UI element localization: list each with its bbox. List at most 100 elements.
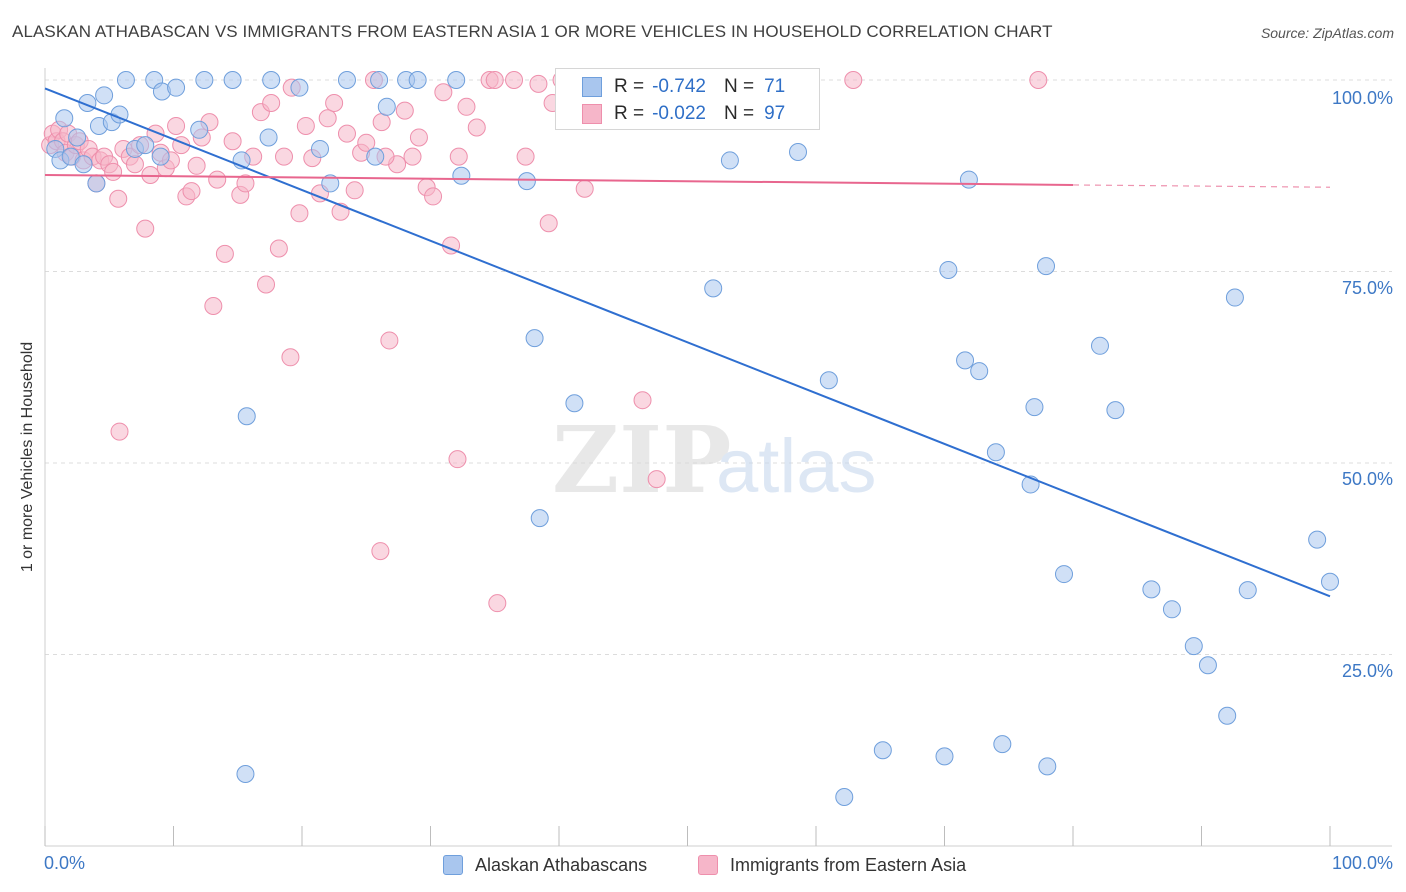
eastern-asia-point xyxy=(236,174,255,193)
eastern-asia-point xyxy=(575,179,594,198)
eastern-asia-point xyxy=(257,275,276,294)
athabascan-point xyxy=(259,128,278,147)
legend-swatch-pink xyxy=(698,855,718,875)
athabascan-point xyxy=(377,97,396,116)
eastern-asia-point xyxy=(485,71,504,89)
eastern-asia-point xyxy=(104,162,123,181)
eastern-asia-point xyxy=(345,181,364,200)
athabascan-point xyxy=(1025,398,1044,417)
athabascan-point xyxy=(993,735,1012,754)
athabascan-point xyxy=(116,71,135,89)
athabascan-point xyxy=(1198,656,1217,675)
legend-r-value: -0.742 xyxy=(652,76,706,97)
eastern-asia-point xyxy=(187,156,206,175)
athabascan-point xyxy=(366,147,385,166)
athabascan-point xyxy=(1055,565,1074,584)
y-tick-label: 25.0% xyxy=(1342,661,1393,681)
eastern-asia-point xyxy=(516,147,535,166)
athabascan-point xyxy=(1162,600,1181,619)
eastern-asia-point xyxy=(325,93,344,112)
series-athabascan-points xyxy=(46,71,1339,806)
eastern-asia-point xyxy=(844,71,863,89)
eastern-asia-point xyxy=(457,97,476,116)
eastern-asia-point xyxy=(424,187,443,206)
eastern-asia-point xyxy=(136,219,155,238)
eastern-asia-trend-extension xyxy=(1072,184,1331,188)
athabascan-point xyxy=(290,78,309,97)
athabascan-point xyxy=(68,128,87,147)
eastern-asia-point xyxy=(403,147,422,166)
athabascan-point xyxy=(447,71,466,89)
eastern-asia-point xyxy=(448,450,467,469)
athabascan-point xyxy=(986,443,1005,462)
y-tick-label: 100.0% xyxy=(1332,88,1393,108)
eastern-asia-point xyxy=(318,109,337,128)
watermark-zip: ZIP xyxy=(552,406,731,514)
athabascan-point xyxy=(530,509,549,528)
eastern-asia-point xyxy=(182,182,201,201)
athabascan-point xyxy=(223,71,242,89)
eastern-asia-point xyxy=(275,147,294,166)
athabascan-point xyxy=(970,362,989,381)
athabascan-point xyxy=(935,747,954,766)
eastern-asia-point xyxy=(110,422,129,441)
legend-label-athabascan: Alaskan Athabascans xyxy=(475,854,648,875)
eastern-asia-point xyxy=(505,71,524,89)
eastern-asia-point xyxy=(488,594,507,613)
athabascan-point xyxy=(151,147,170,166)
legend-swatch-blue xyxy=(582,77,602,97)
x-tick-label: 0.0% xyxy=(44,853,85,873)
athabascan-point xyxy=(136,136,155,155)
eastern-asia-point xyxy=(109,189,128,208)
athabascan-point xyxy=(1308,530,1327,549)
athabascan-point xyxy=(408,71,427,89)
athabascan-point xyxy=(262,71,281,89)
eastern-asia-point xyxy=(434,83,453,102)
eastern-asia-trend-line xyxy=(44,173,1074,186)
athabascan-point xyxy=(704,279,723,298)
athabascan-point xyxy=(236,764,255,783)
series-legend: Alaskan Athabascans Immigrants from East… xyxy=(0,852,1406,878)
eastern-asia-point xyxy=(647,470,666,489)
correlation-legend: R = -0.742 N = 71 R = -0.022 N = 97 xyxy=(555,68,820,130)
legend-r-value: -0.022 xyxy=(652,103,706,124)
eastern-asia-point xyxy=(529,74,548,93)
athabascan-point xyxy=(565,394,584,413)
legend-n-value: 97 xyxy=(764,103,786,124)
athabascan-point xyxy=(195,71,214,89)
legend-row-eastern-asia: R = -0.022 N = 97 xyxy=(556,100,785,128)
athabascan-point xyxy=(835,787,854,806)
eastern-asia-point xyxy=(380,331,399,350)
axes xyxy=(44,68,1392,847)
eastern-asia-point xyxy=(281,348,300,367)
athabascan-point xyxy=(956,351,975,370)
athabascan-point xyxy=(1321,572,1339,591)
eastern-asia-point xyxy=(467,118,486,137)
athabascan-point xyxy=(95,86,114,105)
eastern-asia-point xyxy=(290,204,309,223)
eastern-asia-point xyxy=(262,93,281,112)
x-tick-label: 100.0% xyxy=(1332,853,1393,873)
legend-item-eastern-asia: Immigrants from Eastern Asia xyxy=(698,852,966,878)
watermark-atlas: atlas xyxy=(716,424,877,509)
legend-item-athabascan: Alaskan Athabascans xyxy=(443,852,647,878)
athabascan-point xyxy=(1037,257,1056,276)
athabascan-point xyxy=(167,78,186,97)
athabascan-point xyxy=(1225,288,1244,307)
athabascan-point xyxy=(819,371,838,390)
eastern-asia-point xyxy=(449,147,468,166)
chart-title: ALASKAN ATHABASCAN VS IMMIGRANTS FROM EA… xyxy=(12,22,1053,41)
athabascan-point xyxy=(310,139,329,158)
legend-swatch-blue xyxy=(443,855,463,875)
athabascan-point xyxy=(452,166,471,185)
eastern-asia-point xyxy=(125,155,144,174)
tick-labels: 25.0% 50.0% 75.0% 100.0% 0.0% 100.0% xyxy=(44,88,1393,873)
legend-row-athabascan: R = -0.742 N = 71 xyxy=(556,73,785,101)
athabascan-point xyxy=(370,71,389,89)
legend-label-eastern-asia: Immigrants from Eastern Asia xyxy=(730,854,967,875)
athabascan-point xyxy=(87,174,106,193)
legend-r-label: R = xyxy=(614,103,645,124)
athabascan-point xyxy=(1184,637,1203,656)
athabascan-point xyxy=(55,109,74,128)
